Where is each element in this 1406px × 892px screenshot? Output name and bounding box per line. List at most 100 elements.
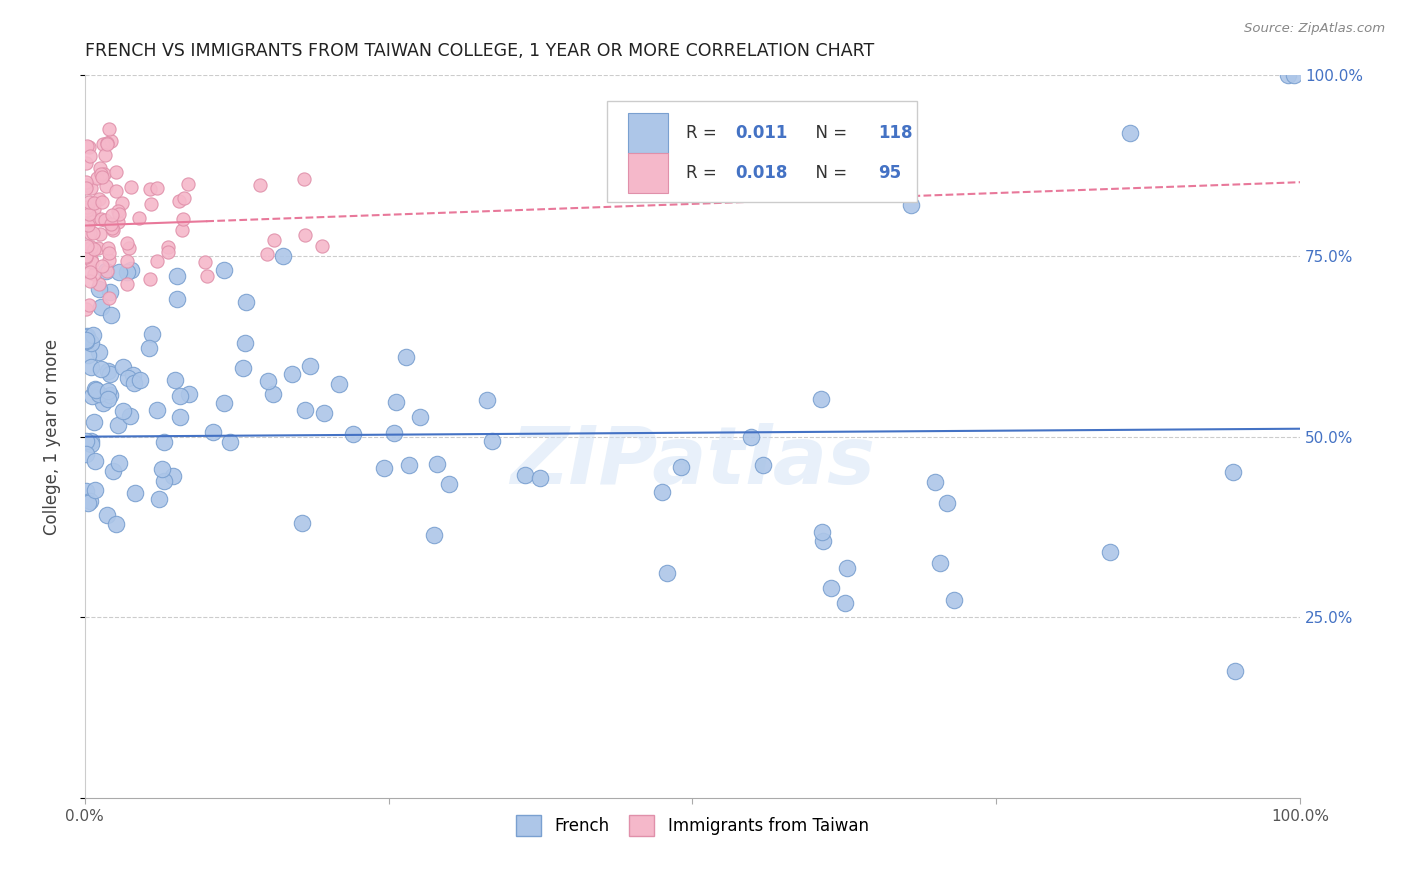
Point bbox=[105, 165, 128, 179]
Point bbox=[75, 484, 97, 499]
Point bbox=[145, 254, 167, 268]
Text: FRENCH VS IMMIGRANTS FROM TAIWAN COLLEGE, 1 YEAR OR MORE CORRELATION CHART: FRENCH VS IMMIGRANTS FROM TAIWAN COLLEGE… bbox=[84, 42, 875, 60]
Point bbox=[77, 194, 100, 209]
Point bbox=[146, 402, 169, 417]
Point bbox=[156, 244, 179, 259]
Point bbox=[409, 410, 432, 425]
Point bbox=[80, 335, 103, 350]
Point bbox=[170, 223, 193, 237]
Point bbox=[100, 217, 122, 231]
Point bbox=[108, 456, 131, 470]
Point bbox=[112, 404, 135, 418]
Text: R =: R = bbox=[686, 124, 723, 142]
Point bbox=[83, 415, 105, 429]
Point bbox=[76, 139, 98, 153]
Point bbox=[900, 198, 922, 212]
Point bbox=[820, 581, 842, 595]
Point bbox=[107, 264, 129, 278]
Point bbox=[382, 425, 405, 440]
FancyBboxPatch shape bbox=[607, 101, 917, 202]
Text: N =: N = bbox=[806, 164, 853, 182]
Point bbox=[218, 435, 240, 450]
Point bbox=[249, 178, 271, 192]
Point bbox=[328, 376, 350, 391]
Point bbox=[120, 179, 142, 194]
Point bbox=[75, 329, 97, 343]
Point bbox=[167, 194, 190, 208]
Point bbox=[129, 372, 152, 386]
Point bbox=[152, 435, 174, 450]
Point bbox=[75, 334, 97, 348]
Point bbox=[311, 238, 333, 252]
Point bbox=[281, 367, 304, 381]
Point bbox=[97, 392, 120, 406]
Point bbox=[810, 525, 832, 540]
Point bbox=[256, 246, 278, 260]
Point bbox=[79, 244, 101, 259]
Point bbox=[373, 460, 395, 475]
Point bbox=[100, 308, 122, 322]
Point bbox=[90, 211, 112, 226]
Point bbox=[98, 388, 121, 402]
Point bbox=[810, 392, 832, 407]
Text: Source: ZipAtlas.com: Source: ZipAtlas.com bbox=[1244, 22, 1385, 36]
Point bbox=[107, 417, 129, 432]
Point bbox=[117, 371, 139, 385]
Point bbox=[83, 195, 105, 210]
Point bbox=[529, 471, 551, 485]
Point bbox=[162, 469, 184, 483]
Point bbox=[77, 207, 100, 221]
Text: 118: 118 bbox=[879, 124, 912, 142]
Point bbox=[294, 403, 316, 417]
Point bbox=[83, 242, 105, 256]
Point bbox=[90, 195, 112, 210]
Point bbox=[141, 326, 163, 341]
Point bbox=[75, 249, 97, 263]
Point bbox=[75, 302, 97, 317]
Point bbox=[76, 200, 98, 214]
Point bbox=[77, 140, 100, 154]
Point bbox=[124, 486, 146, 500]
Point bbox=[112, 360, 135, 375]
Point bbox=[76, 203, 98, 218]
Point bbox=[475, 393, 498, 408]
Point bbox=[1119, 126, 1142, 140]
Point bbox=[235, 295, 257, 310]
Point bbox=[79, 265, 101, 279]
Point bbox=[257, 374, 280, 388]
Point bbox=[385, 395, 408, 409]
Point bbox=[76, 496, 98, 510]
Point bbox=[651, 485, 673, 500]
Point bbox=[89, 161, 111, 175]
Point bbox=[115, 254, 138, 268]
Point bbox=[87, 344, 110, 359]
Point bbox=[98, 367, 121, 381]
Point bbox=[94, 147, 117, 161]
Point bbox=[271, 249, 294, 263]
Text: R =: R = bbox=[686, 164, 723, 182]
Point bbox=[79, 149, 101, 163]
FancyBboxPatch shape bbox=[628, 113, 668, 153]
Point bbox=[657, 155, 679, 169]
Point bbox=[96, 136, 118, 150]
Point bbox=[212, 263, 235, 277]
Point bbox=[97, 246, 120, 260]
Point bbox=[77, 348, 100, 362]
Point bbox=[138, 341, 160, 355]
Point bbox=[75, 180, 97, 194]
Point bbox=[86, 171, 108, 186]
Point bbox=[740, 430, 762, 444]
Point bbox=[77, 254, 100, 268]
Point bbox=[97, 291, 120, 305]
Point bbox=[96, 179, 118, 194]
Point bbox=[115, 235, 138, 250]
Point bbox=[117, 277, 139, 292]
Point bbox=[89, 227, 111, 241]
Text: ZIPatlas: ZIPatlas bbox=[510, 423, 875, 501]
Point bbox=[291, 516, 314, 530]
Point bbox=[97, 241, 120, 255]
Point bbox=[834, 597, 856, 611]
FancyBboxPatch shape bbox=[628, 153, 668, 193]
Point bbox=[75, 434, 97, 449]
Point bbox=[194, 255, 217, 269]
